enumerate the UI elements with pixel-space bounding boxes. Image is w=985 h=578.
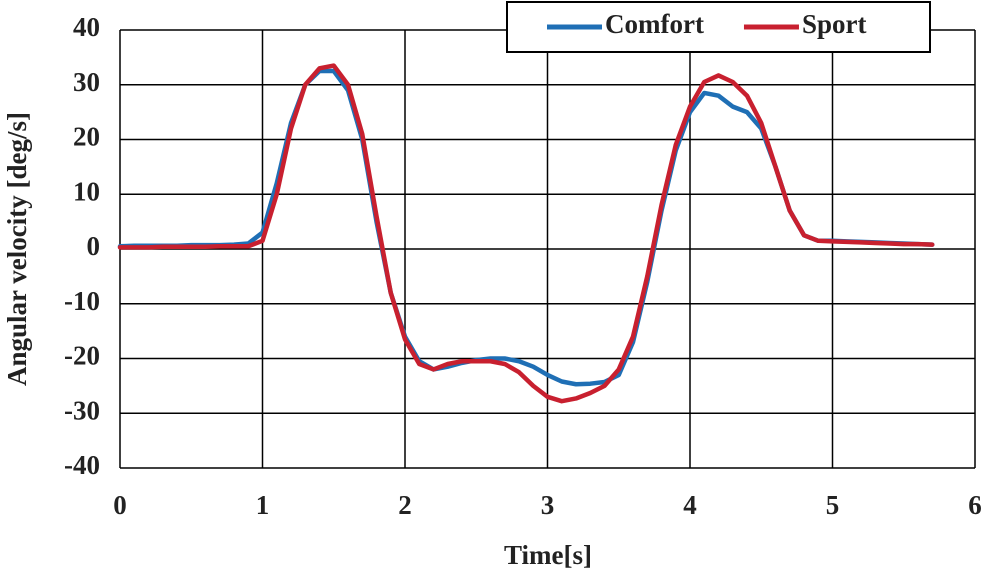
x-tick-label: 3 [541,490,555,520]
x-tick-label: 5 [826,490,840,520]
legend-label: Comfort [605,9,704,39]
y-tick-label: -30 [64,395,100,425]
y-tick-label: 20 [73,122,100,152]
y-tick-label: 10 [73,176,100,206]
x-tick-label: 4 [683,490,697,520]
y-tick-label: 0 [87,231,101,261]
y-tick-label: 30 [73,67,100,97]
x-tick-label: 6 [968,490,982,520]
x-tick-label: 2 [398,490,412,520]
legend: Comfort Sport [506,1,931,53]
y-tick-label: -40 [64,450,100,480]
y-tick-label: -10 [64,286,100,316]
line-series [117,63,935,404]
legend-label: Sport [802,9,867,39]
x-axis-label: Time[s] [504,540,592,570]
line-series [117,68,935,387]
x-tick-label: 1 [256,490,270,520]
y-tick-label: -20 [64,341,100,371]
y-axis-label: Angular velocity [deg/s] [2,112,32,386]
x-tick-label: 0 [113,490,127,520]
y-tick-label: 40 [73,12,100,42]
